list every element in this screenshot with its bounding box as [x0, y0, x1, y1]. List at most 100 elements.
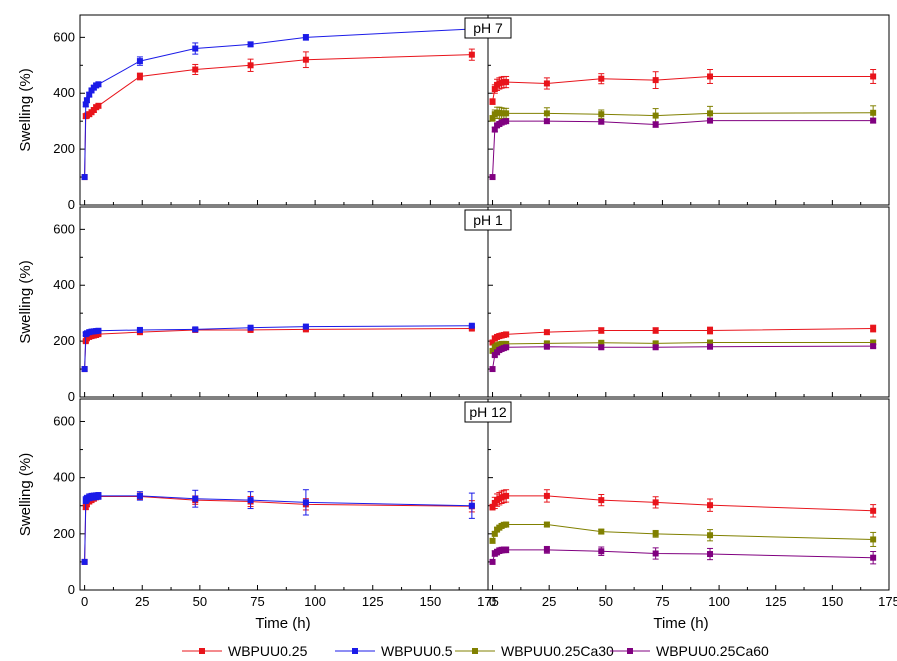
- y-tick-label: 200: [53, 141, 75, 156]
- data-point: [136, 58, 143, 65]
- y-tick-label: 400: [53, 85, 75, 100]
- data-point: [652, 344, 659, 351]
- series-wbpuu0-25ca60: [489, 545, 877, 565]
- data-point: [489, 347, 496, 354]
- panel-ph-1-left: 0 200 400 600: [53, 206, 489, 404]
- panel-ph-7-left: 0 200 400 600: [53, 14, 489, 212]
- x-tick-label: 25: [542, 594, 556, 609]
- data-point: [491, 530, 498, 537]
- y-tick-label: 200: [53, 526, 75, 541]
- y-tick-label: 600: [53, 221, 75, 236]
- legend-marker: [472, 648, 478, 654]
- plot-frame: [79, 14, 489, 206]
- y-axis-title: Swelling (%): [17, 260, 34, 343]
- y-axis-title: Swelling (%): [17, 68, 34, 151]
- data-point: [468, 51, 475, 58]
- data-point: [489, 558, 496, 565]
- panel-row-ph-1: 0 200 400 600 Swelling (%) pH 1: [17, 206, 890, 404]
- data-point: [247, 41, 254, 48]
- data-point: [489, 504, 496, 511]
- data-point: [598, 344, 605, 351]
- data-point: [870, 109, 877, 116]
- data-point: [503, 331, 510, 338]
- series-wbpuu0-5: [81, 489, 475, 565]
- data-point: [136, 326, 143, 333]
- legend-marker: [627, 648, 633, 654]
- series-wbpuu0-25: [489, 68, 877, 105]
- data-point: [503, 79, 510, 86]
- x-tick-label: 75: [250, 594, 264, 609]
- data-point: [652, 327, 659, 334]
- data-point: [543, 343, 550, 350]
- data-point: [870, 73, 877, 80]
- data-point: [598, 327, 605, 334]
- data-point: [543, 521, 550, 528]
- data-point: [707, 117, 714, 124]
- x-tick-label: 0: [489, 594, 496, 609]
- data-point: [652, 340, 659, 347]
- data-point: [598, 548, 605, 555]
- data-point: [95, 331, 102, 338]
- plot-frame: [487, 398, 890, 591]
- plot-frame: [487, 14, 890, 206]
- y-tick-label: 600: [53, 413, 75, 428]
- x-tick-label: 50: [599, 594, 613, 609]
- series-wbpuu0-25: [81, 48, 475, 181]
- data-point: [302, 323, 309, 330]
- panel-ph-12-right: 0 25 50 75 100 125 150 175: [487, 398, 897, 609]
- x-tick-label: 175: [477, 594, 499, 609]
- data-point: [503, 546, 510, 553]
- data-point: [543, 80, 550, 87]
- x-tick-label: 25: [135, 594, 149, 609]
- data-point: [247, 62, 254, 69]
- x-tick-label: 100: [708, 594, 730, 609]
- legend-label: WBPUU0.5: [381, 643, 453, 659]
- x-tick-label: 125: [765, 594, 787, 609]
- series-wbpuu0-25ca60: [489, 117, 877, 181]
- data-point: [503, 521, 510, 528]
- x-tick-label: 150: [420, 594, 442, 609]
- series-wbpuu0-25ca30: [489, 521, 877, 547]
- data-point: [707, 110, 714, 117]
- plot-frame: [79, 206, 489, 398]
- y-axis-title: Swelling (%): [17, 453, 34, 536]
- panel-row-ph-7: 0 200 400 600 Swelling (%) pH 7: [17, 14, 890, 212]
- data-point: [81, 558, 88, 565]
- data-point: [81, 366, 88, 373]
- legend-item-wbpuu0-25: WBPUU0.25: [182, 643, 308, 659]
- legend-label: WBPUU0.25Ca30: [501, 643, 614, 659]
- data-point: [598, 497, 605, 504]
- panel-ph-12-left: 0 200 400 600 0 25 50 75 100 125 150 175: [53, 398, 499, 609]
- legend-label: WBPUU0.25Ca60: [656, 643, 769, 659]
- data-point: [870, 507, 877, 514]
- data-point: [707, 327, 714, 334]
- data-point: [598, 75, 605, 82]
- panel-ph-7-right: [487, 14, 890, 206]
- y-tick-label: 0: [68, 197, 75, 212]
- data-point: [192, 45, 199, 52]
- series-wbpuu0-25: [489, 489, 877, 518]
- data-point: [302, 56, 309, 63]
- plot-frame: [487, 206, 890, 398]
- data-point: [86, 91, 93, 98]
- data-point: [489, 174, 496, 181]
- legend-label: WBPUU0.25: [228, 643, 308, 659]
- x-tick-label: 0: [81, 594, 88, 609]
- x-tick-label: 75: [655, 594, 669, 609]
- x-tick-label: 100: [304, 594, 326, 609]
- data-point: [81, 174, 88, 181]
- data-point: [503, 340, 510, 347]
- x-tick-label: 150: [822, 594, 844, 609]
- data-point: [302, 499, 309, 506]
- ph-label: pH 7: [473, 20, 503, 36]
- data-point: [489, 339, 496, 346]
- x-tick-label: 175: [878, 594, 897, 609]
- data-point: [468, 322, 475, 329]
- data-point: [503, 118, 510, 125]
- y-tick-label: 400: [53, 277, 75, 292]
- data-point: [598, 118, 605, 125]
- series-wbpuu0-25: [489, 324, 877, 346]
- data-point: [543, 340, 550, 347]
- data-point: [870, 117, 877, 124]
- data-point: [192, 66, 199, 73]
